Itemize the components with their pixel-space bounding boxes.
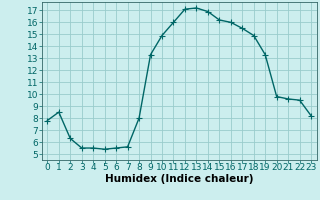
X-axis label: Humidex (Indice chaleur): Humidex (Indice chaleur): [105, 174, 253, 184]
